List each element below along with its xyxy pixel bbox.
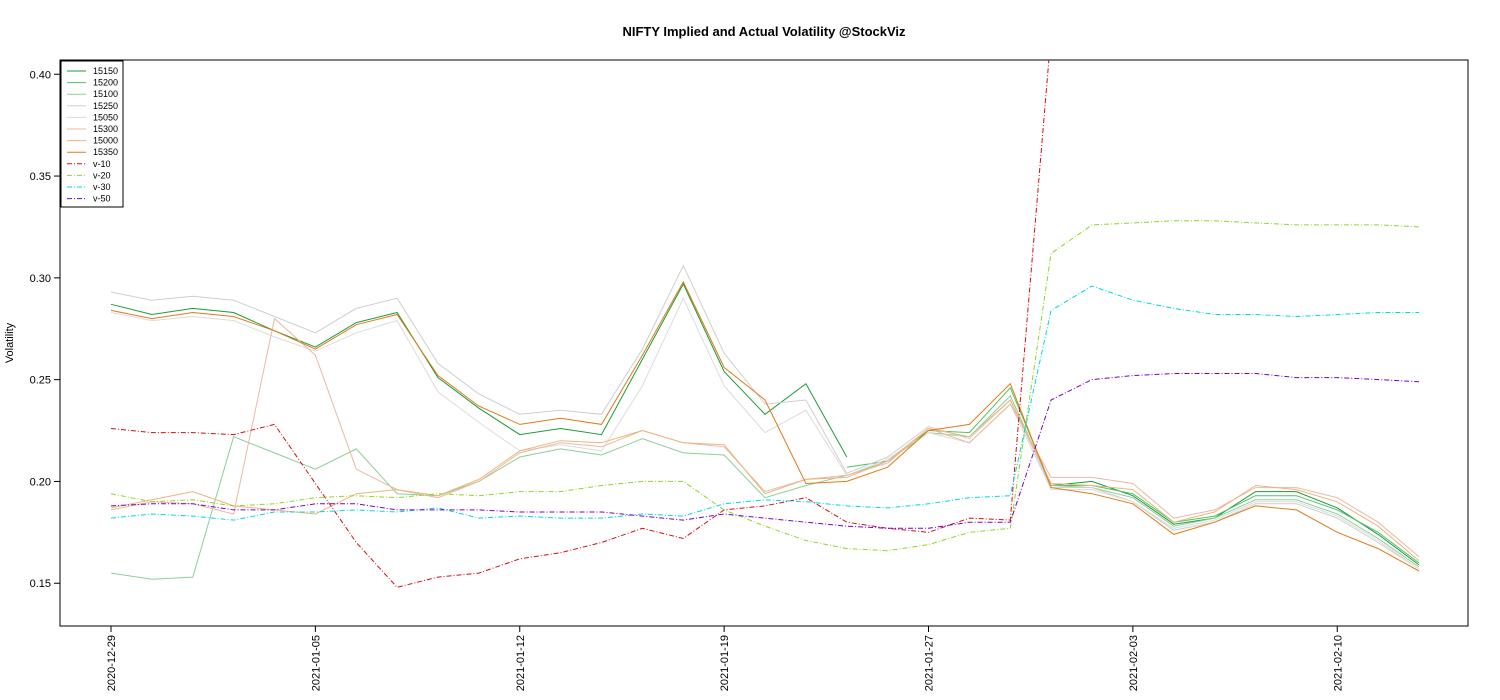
legend-label-15000: 15000 bbox=[93, 136, 118, 146]
series-line-15150 bbox=[110, 282, 1420, 566]
series-line-v-20 bbox=[110, 220, 1420, 552]
series-line-15350 bbox=[110, 280, 1420, 572]
series-group bbox=[110, 60, 1420, 588]
legend-label-15050: 15050 bbox=[93, 112, 118, 122]
y-axis-label: Volatility bbox=[4, 322, 16, 363]
legend-label-15350: 15350 bbox=[93, 147, 118, 157]
x-tick-label: 2020-12-29 bbox=[106, 635, 118, 691]
x-tick-label: 2021-01-12 bbox=[515, 635, 527, 691]
legend-label-15200: 15200 bbox=[93, 78, 118, 88]
legend-label-15150: 15150 bbox=[93, 66, 118, 76]
x-tick-label: 2021-02-10 bbox=[1332, 635, 1344, 691]
series-line-15000 bbox=[110, 399, 1420, 562]
series-line-15200 bbox=[846, 386, 1420, 564]
legend-label-v-50: v-50 bbox=[93, 194, 111, 204]
y-axis: 0.15 0.20 0.25 0.30 0.35 0.40 bbox=[30, 69, 60, 590]
y-tick-label: 0.40 bbox=[30, 69, 51, 81]
series-line-15050 bbox=[110, 297, 1420, 570]
plot-area-frame bbox=[59, 59, 1469, 627]
y-tick-label: 0.15 bbox=[30, 578, 51, 590]
legend-label-15300: 15300 bbox=[93, 124, 118, 134]
x-tick-label: 2021-02-03 bbox=[1128, 635, 1140, 691]
legend-label-v-30: v-30 bbox=[93, 182, 111, 192]
x-tick-label: 2021-01-19 bbox=[719, 635, 731, 691]
legend-box bbox=[60, 60, 124, 208]
legend-label-v-10: v-10 bbox=[93, 159, 111, 169]
series-line-v-10 bbox=[110, 60, 1050, 588]
x-tick-label: 2021-01-05 bbox=[310, 635, 322, 691]
series-line-15300 bbox=[110, 317, 1420, 558]
series-line-15250 bbox=[110, 264, 1420, 570]
chart-title: NIFTY Implied and Actual Volatility @Sto… bbox=[622, 24, 906, 39]
x-tick-label: 2021-01-27 bbox=[924, 635, 936, 691]
y-tick-label: 0.30 bbox=[30, 273, 51, 285]
series-line-15100 bbox=[110, 395, 1420, 580]
series-line-v-30 bbox=[110, 285, 1419, 521]
legend-label-v-20: v-20 bbox=[93, 170, 111, 180]
y-tick-label: 0.25 bbox=[30, 375, 51, 387]
x-axis: 2020-12-29 2021-01-05 2021-01-12 2021-01-19… bbox=[106, 626, 1344, 691]
legend-label-15250: 15250 bbox=[93, 101, 118, 111]
y-tick-label: 0.35 bbox=[30, 171, 51, 183]
legend-label-15100: 15100 bbox=[93, 89, 118, 99]
y-tick-label: 0.20 bbox=[30, 476, 51, 488]
